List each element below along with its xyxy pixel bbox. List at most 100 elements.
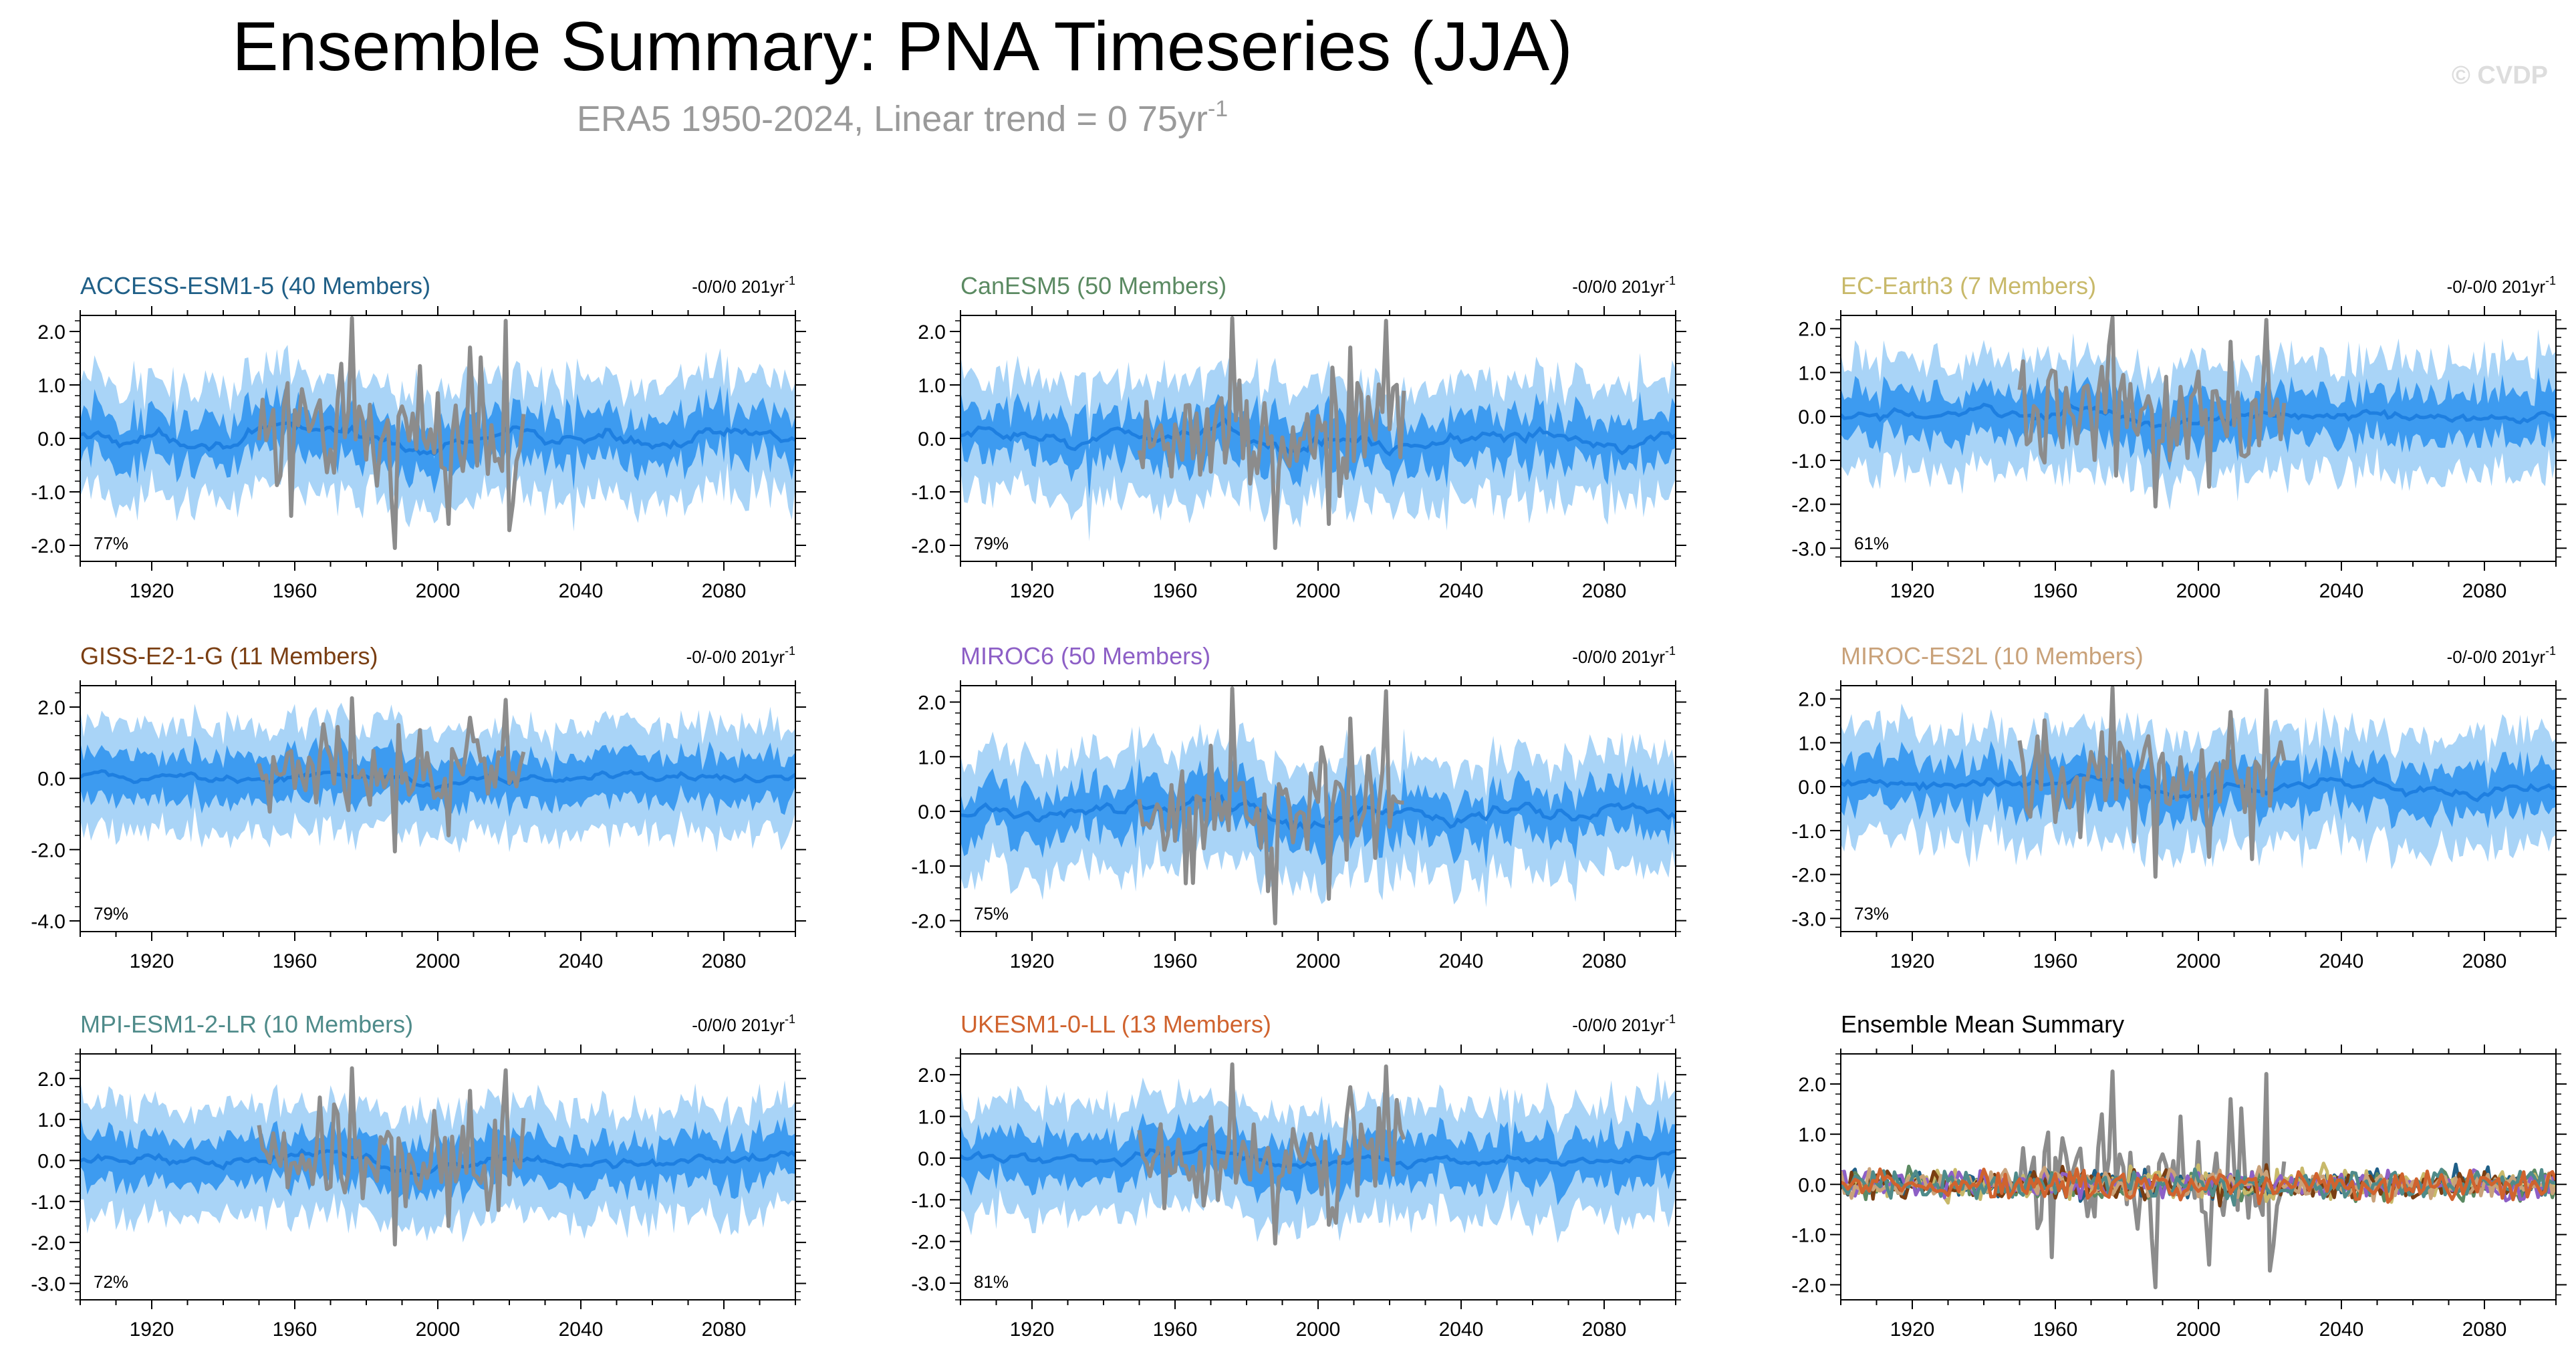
y-tick-label: 0.0 (1798, 1174, 1826, 1196)
y-tick-label: -1.0 (911, 1190, 946, 1212)
panel-access-esm1-5: 1920 1960 2000 2040 2080 2.0 1.0 0.0 -1.0 -2.0 ACC… (31, 272, 806, 602)
panel-title: MPI-ESM1-2-LR (10 Members) (80, 1010, 413, 1038)
y-tick-label: 1.0 (1798, 362, 1826, 384)
y-tick-label: 0.0 (918, 801, 946, 823)
y-tick-label: -2.0 (31, 535, 66, 557)
x-tick-label: 2000 (416, 950, 461, 972)
x-tick-label: 2080 (702, 1319, 747, 1341)
x-tick-label: 1960 (2033, 580, 2078, 602)
series-ensemble-spread-inner (960, 757, 1676, 869)
plot-area (960, 316, 1676, 550)
panel-percent-label: 61% (1854, 533, 1889, 553)
figure-title: Ensemble Summary: PNA Timeseries (JJA) (232, 8, 1572, 86)
series-ensemble-mean (1841, 402, 2556, 430)
y-tick-label: -2.0 (1791, 865, 1826, 887)
y-tick-label: 1.0 (37, 375, 66, 397)
panel-title: MIROC-ES2L (10 Members) (1841, 642, 2144, 670)
series-observed (2017, 315, 2287, 509)
series-ensemble-spread-inner (1841, 367, 2556, 471)
x-tick-label: 2000 (1296, 950, 1341, 972)
y-tick-label: -2.0 (31, 1232, 66, 1254)
subtitle-superscript: -1 (1208, 96, 1228, 122)
plot-area (1841, 686, 2556, 879)
series-observed (1137, 686, 1404, 926)
y-tick-label: 2.0 (918, 692, 946, 714)
plot-area (80, 696, 795, 853)
trend-text: -0/-0/0 201yr (686, 647, 785, 667)
x-tick-label: 2000 (2176, 1319, 2221, 1341)
y-tick-label: 2.0 (1798, 319, 1826, 341)
plot-area (80, 1066, 795, 1247)
y-tick-label: 0.0 (37, 428, 66, 450)
series-ensemble-mean (960, 418, 1676, 457)
y-tick-label: 0.0 (918, 1148, 946, 1170)
x-tick-label: 1920 (1890, 950, 1935, 972)
trend-text: -0/-0/0 201yr (2447, 277, 2546, 297)
plot-area (960, 686, 1676, 926)
y-tick-label: 1.0 (1798, 1124, 1826, 1146)
x-tick-label: 2040 (2319, 950, 2364, 972)
series-ensemble-mean (80, 421, 795, 456)
y-tick-label: -1.0 (1791, 1224, 1826, 1246)
panel-ensemble-mean-summary: 1920 1960 2000 2040 2080 2.0 1.0 0.0 -1.0 -2.0 Ens… (1791, 1010, 2567, 1341)
trend-text: -0/0/0 201yr (1572, 277, 1665, 297)
panel-canesm5: 1920 1960 2000 2040 2080 2.0 1.0 0.0 -1.0 -2.0 Can… (911, 272, 1686, 602)
y-tick-label: -2.0 (1791, 1274, 1826, 1296)
x-tick-label: 2040 (559, 950, 604, 972)
trend-superscript: -1 (2545, 644, 2556, 658)
x-tick-label: 2040 (1439, 580, 1484, 602)
x-tick-label: 1960 (1153, 580, 1198, 602)
trend-superscript: -1 (785, 274, 795, 287)
x-tick-label: 2040 (559, 580, 604, 602)
y-tick-label: 0.0 (1798, 777, 1826, 799)
y-tick-label: -3.0 (911, 1273, 946, 1295)
x-tick-label: 2080 (2462, 580, 2507, 602)
panel-trend-label: -0/-0/0 201yr-1 (686, 644, 795, 667)
y-tick-label: -1.0 (911, 856, 946, 878)
panel-grid: 1920 1960 2000 2040 2080 2.0 1.0 0.0 -1.0 -2.0 ACC… (31, 272, 2567, 1341)
y-tick-label: 2.0 (37, 1069, 66, 1091)
y-tick-label: 0.0 (37, 1150, 66, 1172)
y-tick-label: -1.0 (1791, 821, 1826, 843)
series-observed (257, 1066, 526, 1247)
panel-percent-label: 72% (94, 1272, 128, 1292)
panel-title: MIROC6 (50 Members) (960, 642, 1210, 670)
x-tick-label: 1920 (130, 950, 174, 972)
x-tick-label: 2000 (1296, 580, 1341, 602)
trend-superscript: -1 (2545, 274, 2556, 287)
panel-percent-label: 73% (1854, 904, 1889, 924)
panel-ec-earth3: 1920 1960 2000 2040 2080 2.0 1.0 0.0 -1.0 -2.0 -3.… (1791, 272, 2567, 602)
y-tick-label: -3.0 (31, 1273, 66, 1295)
x-tick-label: 1960 (273, 950, 317, 972)
x-tick-label: 1920 (1890, 580, 1935, 602)
y-tick-label: 1.0 (918, 1107, 946, 1129)
panel-percent-label: 81% (974, 1272, 1009, 1292)
x-tick-label: 2040 (1439, 1319, 1484, 1341)
panel-title: EC-Earth3 (7 Members) (1841, 272, 2096, 299)
series-ensemble-mean (80, 769, 795, 791)
x-tick-label: 2040 (2319, 1319, 2364, 1341)
panel-trend-label: -0/0/0 201yr-1 (692, 1012, 795, 1035)
series-ensemble-spread-inner (80, 381, 795, 494)
x-tick-label: 2000 (2176, 580, 2221, 602)
x-tick-label: 2080 (1582, 580, 1627, 602)
trend-text: -0/-0/0 201yr (2447, 647, 2546, 667)
x-tick-label: 1960 (1153, 1319, 1198, 1341)
x-tick-label: 2080 (702, 580, 747, 602)
panel-trend-label: -0/0/0 201yr-1 (1572, 644, 1676, 667)
y-tick-label: -1.0 (1791, 450, 1826, 472)
y-tick-label: 0.0 (1798, 406, 1826, 428)
series-observed (1137, 1062, 1406, 1246)
x-tick-label: 1960 (273, 1319, 317, 1341)
panel-title: Ensemble Mean Summary (1841, 1010, 2124, 1038)
x-tick-label: 2080 (2462, 1319, 2507, 1341)
y-tick-label: 2.0 (37, 321, 66, 344)
trend-text: -0/0/0 201yr (1572, 1015, 1665, 1035)
trend-text: -0/0/0 201yr (692, 277, 785, 297)
panel-giss-e2-1-g: 1920 1960 2000 2040 2080 2.0 0.0 -2.0 -4.0 GISS-E… (31, 642, 806, 972)
panel-trend-label: -0/0/0 201yr-1 (692, 274, 795, 297)
series-ensemble-spread-outer (960, 353, 1676, 542)
panel-percent-label: 75% (974, 904, 1009, 924)
figure-subtitle: ERA5 1950-2024, Linear trend = 0 75yr-1 (577, 96, 1228, 139)
